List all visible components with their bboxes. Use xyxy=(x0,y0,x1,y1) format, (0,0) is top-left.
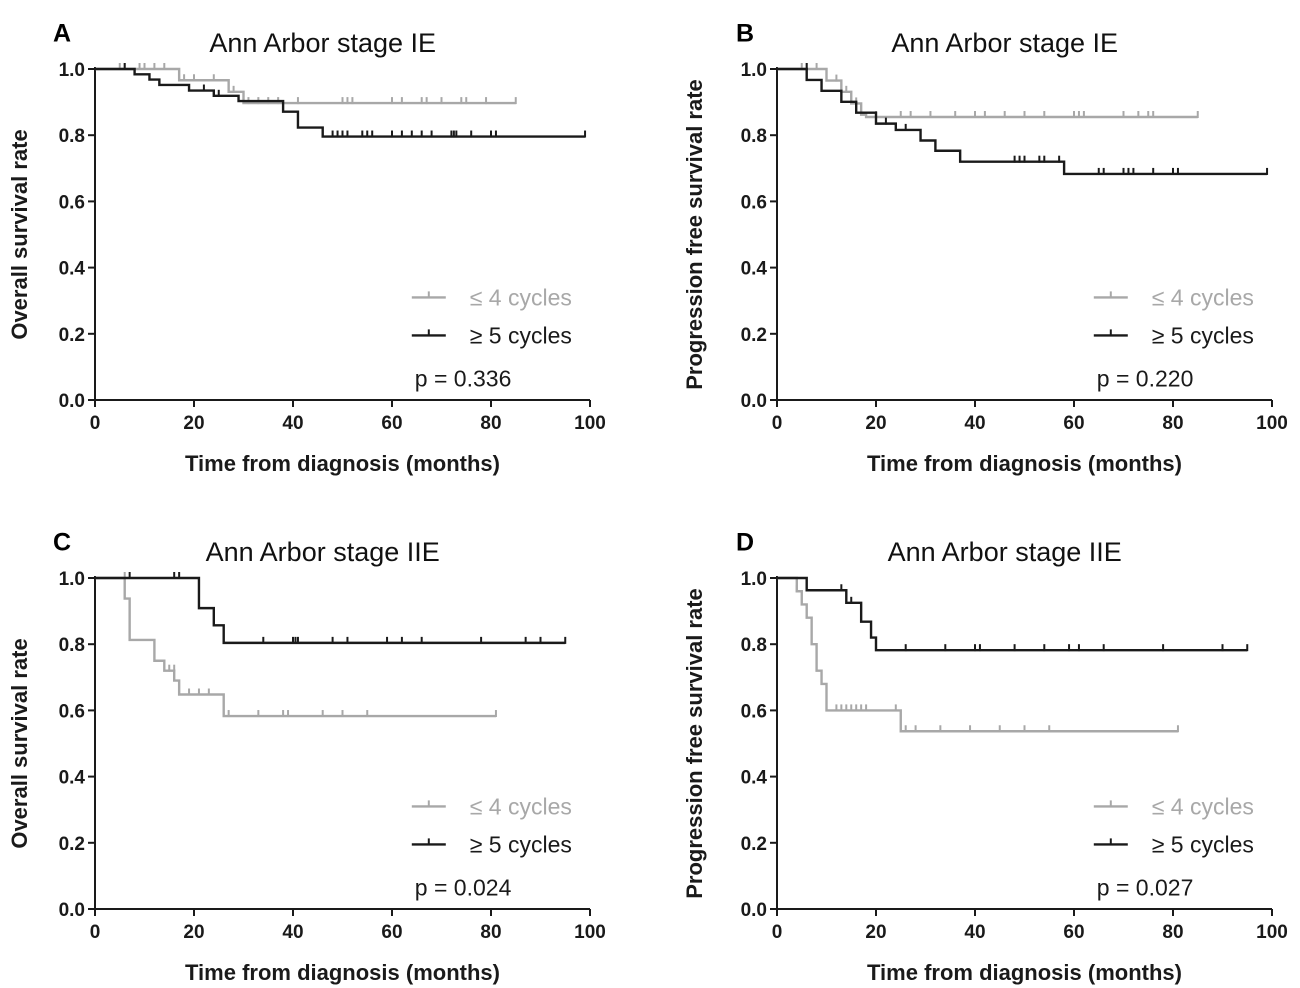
chart-title: Ann Arbor stage IE xyxy=(891,28,1118,58)
y-tick-label: 0.6 xyxy=(741,192,767,213)
y-tick-label: 0.8 xyxy=(741,126,767,147)
legend-label-ge5: ≥ 5 cycles xyxy=(470,831,572,857)
y-tick-label: 0.6 xyxy=(59,701,85,722)
panel-letter: B xyxy=(736,20,754,48)
x-tick-label: 20 xyxy=(865,413,886,434)
y-tick-label: 0.8 xyxy=(741,635,767,656)
panel-letter: D xyxy=(736,529,754,557)
survival-curve-ge5 xyxy=(777,576,1248,652)
y-tick-label: 0.4 xyxy=(741,768,768,789)
y-tick-label: 1.0 xyxy=(741,60,767,81)
survival-curve-le4 xyxy=(95,576,496,718)
chart-title: Ann Arbor stage IIE xyxy=(206,537,440,567)
x-tick-label: 60 xyxy=(1063,413,1084,434)
x-tick-label: 0 xyxy=(772,413,783,434)
legend-label-ge5: ≥ 5 cycles xyxy=(470,322,572,348)
survival-curve-le4 xyxy=(777,67,1198,119)
panel-letter: C xyxy=(53,529,71,557)
x-tick-label: 100 xyxy=(574,413,606,434)
y-tick-label: 0.2 xyxy=(741,325,767,346)
y-axis-title: Overall survival rate xyxy=(7,129,32,339)
y-tick-label: 0.2 xyxy=(59,325,85,346)
panel-d: D Ann Arbor stage IIE 0.0 0.2 0.4 0.6 0.8 1.0 0 2… xyxy=(682,529,1288,985)
legend-label-le4: ≤ 4 cycles xyxy=(470,793,572,819)
legend-label-le4: ≤ 4 cycles xyxy=(470,284,572,310)
survival-curve-le4 xyxy=(777,576,1178,733)
y-axis-title: Overall survival rate xyxy=(7,638,32,848)
p-value: p = 0.027 xyxy=(1097,874,1194,900)
y-tick-label: 0.2 xyxy=(59,834,85,855)
legend-label-le4: ≤ 4 cycles xyxy=(1152,793,1254,819)
x-tick-label: 60 xyxy=(1063,922,1084,943)
x-tick-label: 40 xyxy=(964,922,985,943)
chart-title: Ann Arbor stage IIE xyxy=(888,537,1122,567)
x-tick-label: 100 xyxy=(574,922,606,943)
y-tick-label: 0.0 xyxy=(59,900,85,921)
survival-curve-ge5 xyxy=(95,67,586,138)
panel-c: C Ann Arbor stage IIE 0.0 0.2 0.4 0.6 0.8 1.0 0 2… xyxy=(7,529,606,985)
x-axis-title: Time from diagnosis (months) xyxy=(867,451,1182,476)
x-tick-label: 0 xyxy=(772,922,783,943)
x-tick-label: 80 xyxy=(480,413,501,434)
x-tick-label: 40 xyxy=(964,413,985,434)
legend-label-ge5: ≥ 5 cycles xyxy=(1152,322,1254,348)
survival-curve-le4 xyxy=(95,67,516,105)
y-tick-label: 0.4 xyxy=(59,768,86,789)
p-value: p = 0.336 xyxy=(415,365,512,391)
x-tick-label: 0 xyxy=(90,413,101,434)
legend-label-le4: ≤ 4 cycles xyxy=(1152,284,1254,310)
p-value: p = 0.220 xyxy=(1097,365,1194,391)
panel-letter: A xyxy=(53,20,71,48)
x-axis-title: Time from diagnosis (months) xyxy=(185,960,500,985)
legend-label-ge5: ≥ 5 cycles xyxy=(1152,831,1254,857)
y-tick-label: 0.6 xyxy=(59,192,85,213)
x-axis-title: Time from diagnosis (months) xyxy=(185,451,500,476)
y-axis-title: Progression free survival rate xyxy=(682,588,707,899)
y-tick-label: 0.0 xyxy=(59,391,85,412)
x-tick-label: 20 xyxy=(183,922,204,943)
x-tick-label: 80 xyxy=(480,922,501,943)
x-tick-label: 80 xyxy=(1162,413,1183,434)
x-tick-label: 80 xyxy=(1162,922,1183,943)
y-tick-label: 1.0 xyxy=(741,569,767,590)
chart-title: Ann Arbor stage IE xyxy=(209,28,436,58)
x-tick-label: 100 xyxy=(1256,922,1288,943)
x-tick-label: 100 xyxy=(1256,413,1288,434)
y-tick-label: 0.0 xyxy=(741,391,767,412)
x-tick-label: 60 xyxy=(381,413,402,434)
y-tick-label: 0.0 xyxy=(741,900,767,921)
x-tick-label: 0 xyxy=(90,922,101,943)
x-tick-label: 40 xyxy=(282,922,303,943)
y-tick-label: 0.4 xyxy=(741,259,768,280)
y-tick-label: 1.0 xyxy=(59,569,85,590)
x-tick-label: 60 xyxy=(381,922,402,943)
y-tick-label: 0.4 xyxy=(59,259,86,280)
y-axis-title: Progression free survival rate xyxy=(682,79,707,390)
p-value: p = 0.024 xyxy=(415,874,512,900)
panel-b: B Ann Arbor stage IE 0.0 0.2 0.4 0.6 0.8 1.0 0 20… xyxy=(682,20,1288,476)
y-tick-label: 0.2 xyxy=(741,834,767,855)
y-tick-label: 0.8 xyxy=(59,126,85,147)
y-tick-label: 0.8 xyxy=(59,635,85,656)
panel-a: A Ann Arbor stage IE 0.0 0.2 0.4 0.6 0.8 1.0 0 20… xyxy=(7,20,606,476)
x-tick-label: 40 xyxy=(282,413,303,434)
survival-curve-ge5 xyxy=(777,67,1268,176)
x-axis-title: Time from diagnosis (months) xyxy=(867,960,1182,985)
survival-curve-ge5 xyxy=(95,576,566,645)
x-tick-label: 20 xyxy=(865,922,886,943)
y-tick-label: 0.6 xyxy=(741,701,767,722)
x-tick-label: 20 xyxy=(183,413,204,434)
y-tick-label: 1.0 xyxy=(59,60,85,81)
